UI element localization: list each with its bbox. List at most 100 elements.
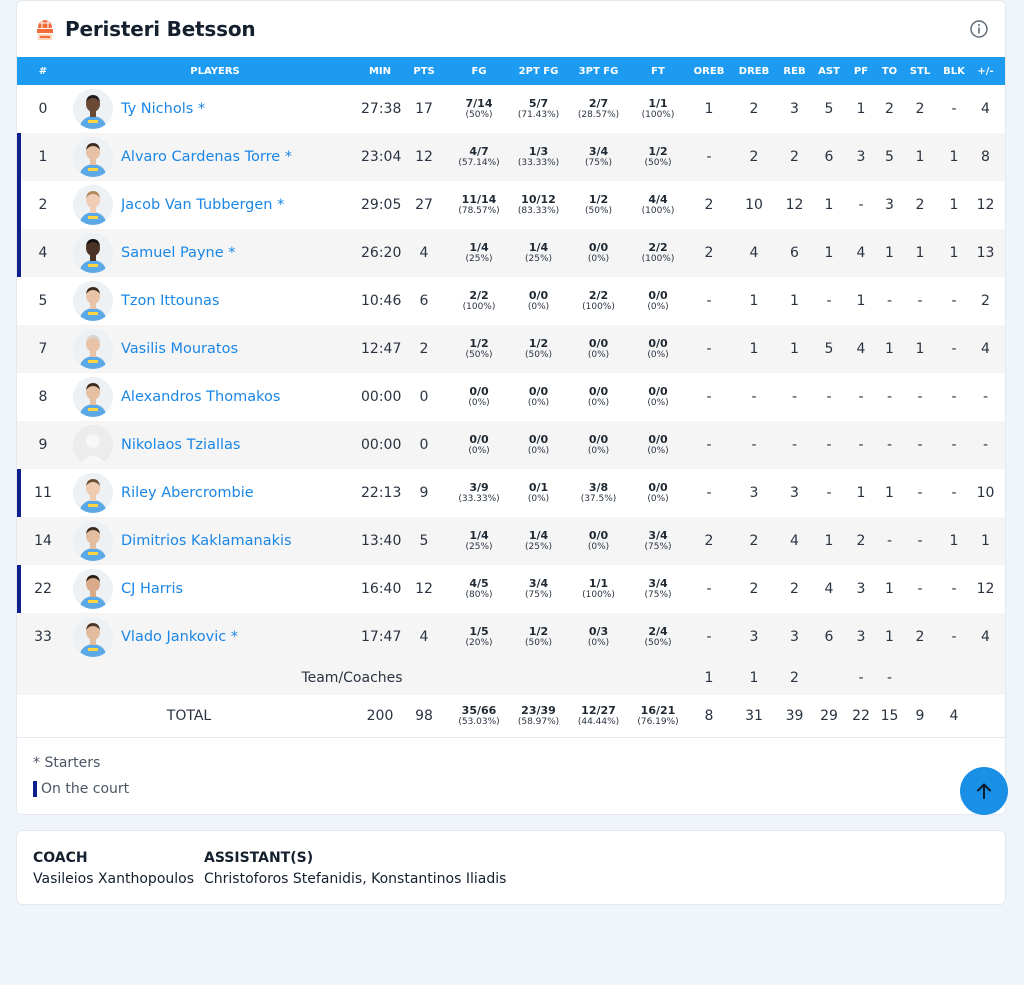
two-point-fg-made: 5/7 — [528, 97, 549, 110]
stat-dreb: 2 — [731, 517, 777, 565]
stat-stl: - — [917, 293, 923, 309]
field-goals-pct: (0%) — [468, 398, 490, 408]
player-name-link[interactable]: Ty Nichols * — [121, 101, 206, 117]
info-icon[interactable] — [969, 19, 989, 39]
stat-blk: 1 — [937, 229, 971, 277]
player-row[interactable]: 33 Vlado Jankovic * 17:47 4 1/5 (20%) 1/2 (50%)… — [17, 613, 1005, 661]
player-row[interactable]: 1 Alvaro Cardenas Torre * 23:04 12 4/7 (57.14… — [17, 133, 1005, 181]
three-point-fg-value: 3/8 (37.5%) — [568, 481, 629, 505]
total-two-point-fg-value: 23/39 (58.97%) — [509, 704, 568, 728]
free-throws-pct: (0%) — [647, 446, 669, 456]
player-row[interactable]: 0 Ty Nichols * 27:38 17 7/14 (50%) 5/7 (71.43%)… — [17, 85, 1005, 133]
stat-dreb: 2 — [749, 101, 759, 117]
field-goals-made: 0/0 — [469, 385, 489, 398]
player-row[interactable]: 11 Riley Abercrombie 22:13 9 3/9 (33.33%) 0/1(… — [17, 469, 1005, 517]
player-row[interactable]: 2 Jacob Van Tubbergen * 29:05 27 11/14 (78.57… — [17, 181, 1005, 229]
player-name-link[interactable]: Tzon Ittounas — [121, 293, 220, 309]
points: 17 — [415, 101, 433, 117]
field-goals: 1/4 (25%) — [449, 517, 509, 565]
player-name-link[interactable]: Nikolaos Tziallas — [121, 437, 241, 453]
stat-to: 1 — [885, 485, 894, 501]
points: 5 — [399, 517, 449, 565]
two-point-fg-made: 3/4 — [528, 577, 549, 590]
column-header-pm: +/- — [971, 57, 1000, 85]
player-row[interactable]: 22 CJ Harris 16:40 12 4/5 (80%) 3/4 (75%) 1/1 (10… — [17, 565, 1005, 613]
team-stat-to: - — [876, 661, 903, 695]
stat-to: - — [876, 421, 903, 469]
three-point-fg-made: 1/2 — [588, 193, 609, 206]
two-point-fg: 0/0 (0%) — [509, 421, 568, 469]
player-name-link[interactable]: Jacob Van Tubbergen * — [121, 197, 285, 213]
stat-blk: 1 — [937, 133, 971, 181]
stat-blk: - — [951, 101, 957, 117]
stat-blk: - — [951, 293, 957, 309]
player-row[interactable]: 7 Vasilis Mouratos 12:47 2 1/2 (50%) 1/2 (50%) 0… — [17, 325, 1005, 373]
stat-ast: 1 — [812, 517, 846, 565]
stat-pm: 1 — [971, 517, 1000, 565]
player-row[interactable]: 9 Nikolaos Tziallas 00:00 0 0/0 (0%) 0/0 (0%) 0/… — [17, 421, 1005, 469]
player-name-link[interactable]: Alvaro Cardenas Torre * — [121, 149, 293, 165]
stat-reb: 4 — [777, 517, 812, 565]
field-goals-made: 0/0 — [469, 433, 489, 446]
three-point-fg-value: 0/0 (0%) — [568, 337, 629, 361]
player-name-link[interactable]: Vasilis Mouratos — [121, 341, 239, 357]
stat-dreb: 1 — [731, 325, 777, 373]
free-throws: 1/2 (50%) — [629, 133, 687, 181]
player-name-link[interactable]: Dimitrios Kaklamanakis — [121, 533, 292, 549]
column-header-reb: REB — [777, 57, 812, 85]
player-name-link[interactable]: Alexandros Thomakos — [121, 389, 281, 405]
player-row[interactable]: 5 Tzon Ittounas 10:46 6 2/2 (100%) 0/0 (0%) 2/2(… — [17, 277, 1005, 325]
stat-reb: 2 — [790, 581, 799, 597]
player-info: Riley Abercrombie — [69, 473, 361, 513]
stat-ast: 6 — [812, 613, 846, 661]
team-stat-oreb: 1 — [687, 661, 731, 695]
field-goals-value: 1/4 (25%) — [449, 241, 509, 265]
player-avatar — [73, 377, 113, 417]
assistants-names: Christoforos Stefanidis, Konstantinos Il… — [204, 871, 507, 887]
points: 12 — [399, 133, 449, 181]
player-cell: Alexandros Thomakos — [69, 373, 361, 421]
player-name-link[interactable]: Riley Abercrombie — [121, 485, 254, 501]
three-point-fg-made: 0/0 — [588, 433, 609, 446]
three-point-fg-value: 0/3 (0%) — [568, 625, 629, 649]
assistants-block: ASSISTANT(S) Christoforos Stefanidis, Ko… — [204, 850, 506, 887]
three-point-fg: 0/0 (0%) — [568, 229, 629, 277]
stat-dreb: 2 — [731, 133, 777, 181]
total-free-throws: 16/21 (76.19%) — [629, 695, 687, 738]
two-point-fg-made: 1/2 — [528, 625, 549, 638]
total-three-point-fg-made: 12/27 — [581, 704, 616, 717]
stat-blk: - — [951, 389, 957, 405]
field-goals-pct: (33.33%) — [458, 494, 500, 504]
two-point-fg: 5/7 (71.43%) — [509, 85, 568, 133]
player-name-link[interactable]: Vlado Jankovic * — [121, 629, 239, 645]
on-court-legend: On the court — [33, 781, 129, 797]
three-point-fg-pct: (0%) — [587, 398, 610, 408]
three-point-fg-value: 3/4 (75%) — [568, 145, 629, 169]
stat-ast: 1 — [812, 229, 846, 277]
stat-blk: - — [937, 325, 971, 373]
three-point-fg-value: 1/1 (100%) — [568, 577, 629, 601]
three-point-fg-pct: (50%) — [584, 206, 613, 216]
player-name-link[interactable]: CJ Harris — [121, 581, 184, 597]
field-goals-made: 11/14 — [461, 193, 497, 206]
player-avatar — [73, 617, 113, 657]
player-row[interactable]: 4 Samuel Payne * 26:20 4 1/4 (25%) 1/4 (25%) 0/0… — [17, 229, 1005, 277]
three-point-fg-made: 2/7 — [588, 97, 609, 110]
stat-oreb: - — [687, 421, 731, 469]
jersey-number: 7 — [17, 325, 69, 373]
minutes: 00:00 — [361, 421, 401, 469]
free-throws: 3/4 (75%) — [629, 565, 687, 613]
field-goals-pct: (50%) — [465, 110, 493, 120]
stat-ast: 5 — [812, 325, 846, 373]
scroll-to-top-button[interactable] — [960, 767, 1008, 815]
stat-ast: 1 — [824, 197, 834, 213]
free-throws-made: 1/1 — [648, 97, 668, 110]
player-row[interactable]: 14 Dimitrios Kaklamanakis 13:40 5 1/4 (25%) 1/… — [17, 517, 1005, 565]
player-name-link[interactable]: Samuel Payne * — [121, 245, 236, 261]
player-cell: Vlado Jankovic * — [69, 613, 361, 661]
points: 12 — [415, 581, 433, 597]
two-point-fg-value: 0/0 (0%) — [509, 385, 568, 409]
points: 4 — [399, 229, 449, 277]
free-throws: 2/2 (100%) — [629, 229, 687, 277]
player-row[interactable]: 8 Alexandros Thomakos 00:00 0 0/0 (0%) 0/0 (0%)… — [17, 373, 1005, 421]
